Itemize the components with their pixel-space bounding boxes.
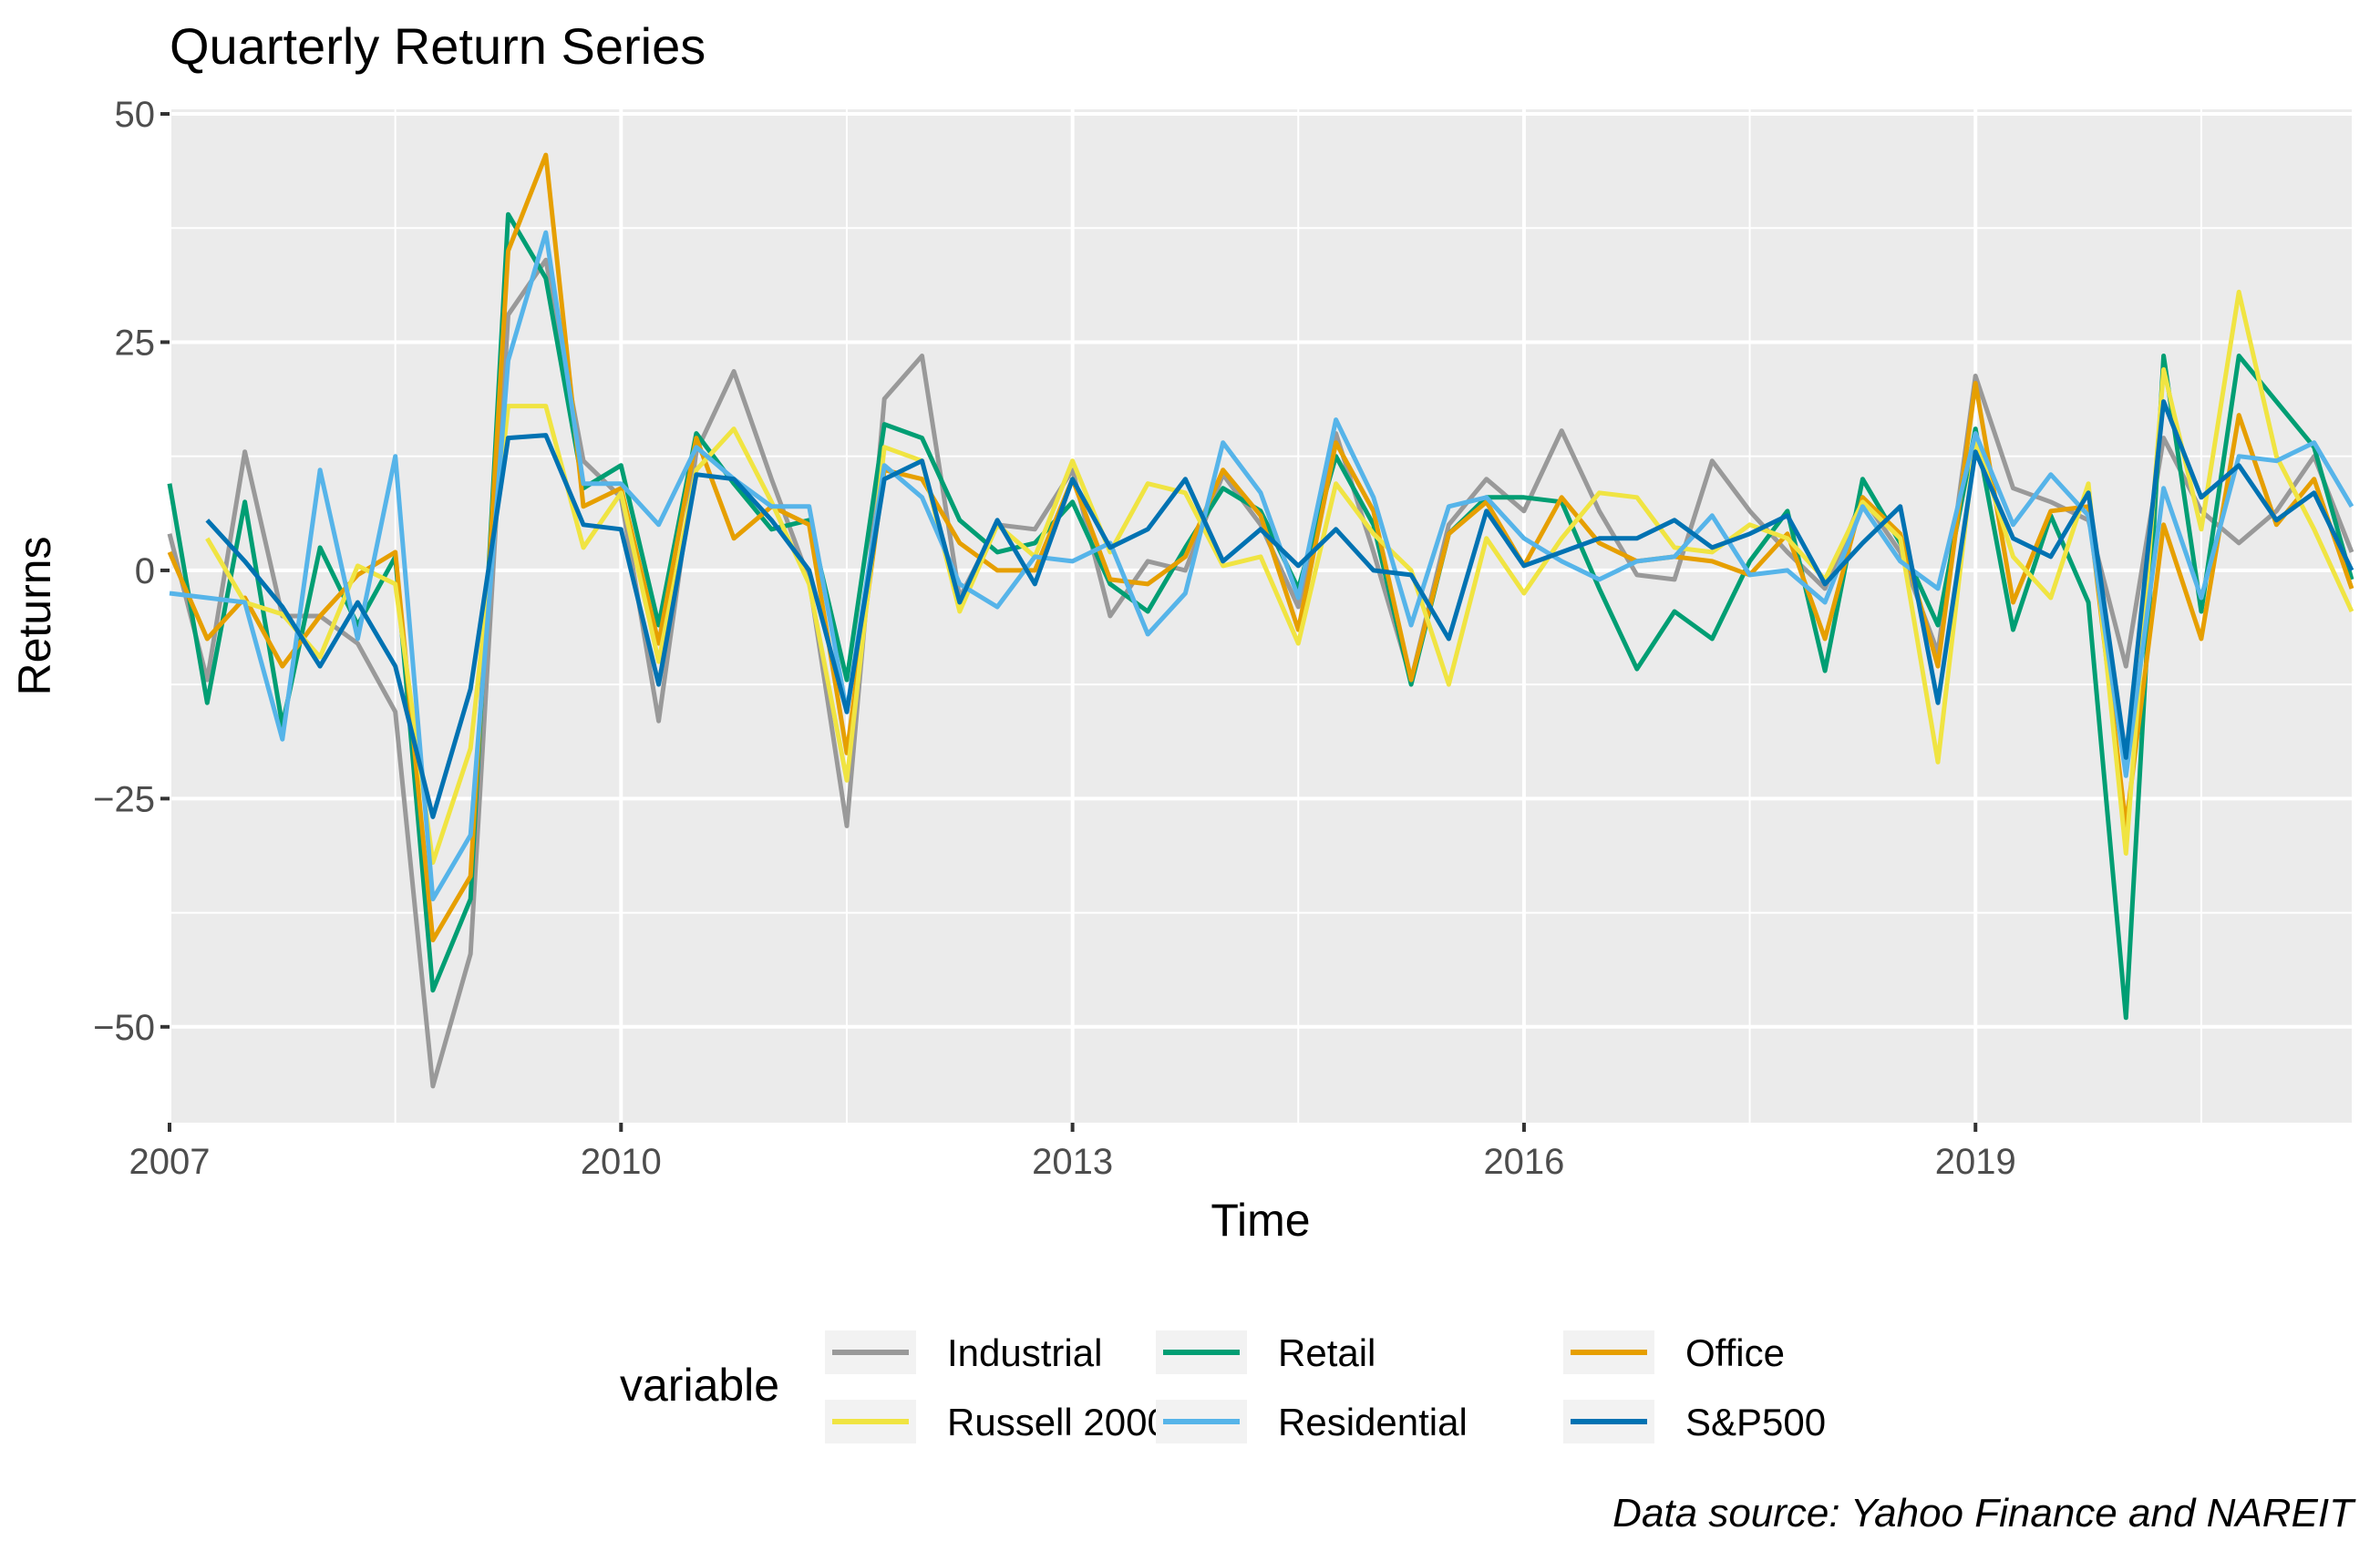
legend-label: S&P500 <box>1685 1401 1826 1443</box>
data-source-caption: Data source: Yahoo Finance and NAREIT <box>1612 1491 2356 1536</box>
series-line-s-p500 <box>205 399 2354 819</box>
y-tick-label: 50 <box>115 95 156 135</box>
x-tick-label: 2019 <box>1935 1142 2016 1182</box>
y-axis: −50 −25 0 25 50 <box>93 95 170 1048</box>
y-tick-label: −25 <box>93 779 155 819</box>
legend-item-residential: Residential <box>1156 1400 1468 1443</box>
y-axis-title: Returns <box>9 536 60 695</box>
legend-label: Office <box>1685 1331 1785 1374</box>
legend-item-industrial: Industrial <box>825 1330 1102 1374</box>
series-line-residential <box>169 230 2354 902</box>
legend-label: Russell 2000 <box>947 1401 1169 1443</box>
legend: variable Industrial Retail Office Russell 2… <box>620 1330 1826 1443</box>
series-line-retail <box>167 211 2354 1021</box>
x-tick-label: 2013 <box>1032 1142 1113 1182</box>
major-gridlines <box>168 109 2352 1123</box>
legend-item-retail: Retail <box>1156 1330 1375 1374</box>
minor-gridlines <box>170 109 2352 1123</box>
series-lines <box>167 152 2354 1089</box>
legend-title: variable <box>620 1360 779 1411</box>
legend-label: Industrial <box>947 1331 1102 1374</box>
legend-item-russell-2000: Russell 2000 <box>825 1400 1169 1443</box>
y-tick-label: 25 <box>115 323 156 363</box>
plot-panel <box>170 109 2352 1123</box>
legend-item-s-p500: S&P500 <box>1563 1400 1826 1443</box>
x-axis-title: Time <box>1211 1195 1310 1246</box>
legend-label: Retail <box>1278 1331 1375 1374</box>
legend-item-office: Office <box>1563 1330 1785 1374</box>
chart-title: Quarterly Return Series <box>170 17 706 75</box>
y-tick-label: −50 <box>93 1008 155 1048</box>
legend-label: Residential <box>1278 1401 1468 1443</box>
x-tick-label: 2016 <box>1483 1142 1564 1182</box>
series-line-office <box>167 152 2354 943</box>
x-tick-label: 2007 <box>129 1142 211 1182</box>
legend-items: Industrial Retail Office Russell 2000 Reside… <box>825 1330 1826 1443</box>
x-tick-label: 2010 <box>581 1142 662 1182</box>
y-tick-label: 0 <box>135 551 155 591</box>
x-axis: 2007 2010 2013 2016 2019 <box>129 1123 2016 1182</box>
